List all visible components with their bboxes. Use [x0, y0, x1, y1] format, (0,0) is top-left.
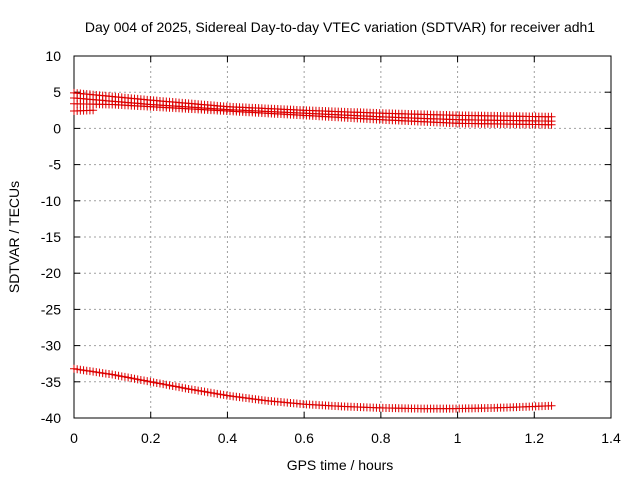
x-tick-label: 1 — [454, 430, 462, 446]
data-point — [184, 384, 193, 393]
chart-title: Day 004 of 2025, Sidereal Day-to-day VTE… — [85, 19, 595, 35]
data-point — [197, 387, 206, 396]
data-point — [213, 389, 222, 398]
data-point — [162, 380, 171, 389]
data-point — [181, 384, 190, 393]
data-point — [143, 377, 152, 386]
y-tick-label: 0 — [53, 120, 61, 136]
data-point — [89, 106, 98, 115]
x-tick-label: 0.2 — [141, 430, 161, 446]
data-point — [206, 388, 215, 397]
data-point — [210, 389, 219, 398]
series-lower-band — [70, 364, 556, 413]
y-tick-label: -40 — [41, 410, 61, 426]
data-point — [108, 370, 117, 379]
y-tick-label: -25 — [41, 301, 61, 317]
data-point — [136, 375, 145, 384]
data-point — [171, 382, 180, 391]
data-point — [140, 376, 149, 385]
data-point — [159, 380, 168, 389]
x-axis-label: GPS time / hours — [287, 457, 394, 473]
data-point — [165, 381, 174, 390]
data-point — [219, 390, 228, 399]
data-point — [175, 383, 184, 392]
data-point — [124, 373, 133, 382]
x-tick-label: 0.8 — [371, 430, 391, 446]
y-tick-label: 10 — [45, 48, 61, 64]
data-point — [117, 372, 126, 381]
data-point — [155, 379, 164, 388]
y-tick-label: -10 — [41, 193, 61, 209]
data-point — [168, 381, 177, 390]
data-point — [200, 387, 209, 396]
data-point — [187, 385, 196, 394]
series-upper-band-start-low — [70, 106, 98, 116]
data-point — [152, 378, 161, 387]
y-tick-label: -35 — [41, 374, 61, 390]
data-point — [178, 383, 187, 392]
data-point — [194, 386, 203, 395]
data-point — [114, 371, 123, 380]
y-tick-label: 5 — [53, 84, 61, 100]
x-tick-label: 1.4 — [601, 430, 621, 446]
data-point — [216, 390, 225, 399]
data-point — [120, 372, 129, 381]
data-point — [111, 371, 120, 380]
data-point — [149, 378, 158, 387]
data-point — [203, 388, 212, 397]
y-tick-label: -20 — [41, 265, 61, 281]
data-point — [547, 401, 556, 410]
x-tick-label: 0.6 — [294, 430, 314, 446]
axis-tick-labels: 0 0.2 0.4 0.6 0.8 1 1.2 1.4 10 5 0 -5 -10 -15 -20 -25 -3… — [41, 48, 621, 446]
x-tick-label: 1.2 — [525, 430, 545, 446]
data-point — [127, 374, 136, 383]
x-tick-label: 0.4 — [218, 430, 238, 446]
data-point — [130, 374, 139, 383]
y-tick-label: -30 — [41, 338, 61, 354]
data-point — [133, 375, 142, 384]
plot-border — [73, 55, 612, 419]
y-tick-label: -5 — [49, 157, 62, 173]
data-point — [146, 377, 155, 386]
data-point — [547, 120, 556, 129]
data-point — [190, 386, 199, 395]
x-tick-label: 0 — [70, 430, 78, 446]
data-series — [70, 88, 556, 413]
y-axis-label: SDTVAR / TECUs — [6, 181, 22, 293]
series-upper-band-lower — [70, 99, 556, 129]
y-tick-label: -15 — [41, 229, 61, 245]
